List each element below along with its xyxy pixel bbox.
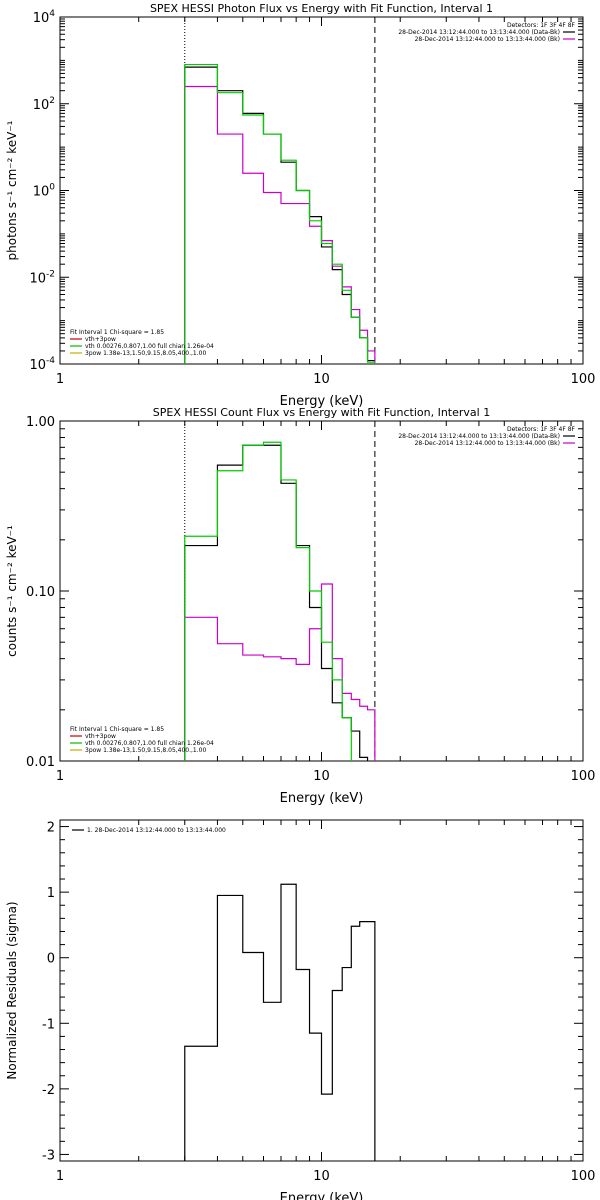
fit-legend-header: Fit Interval 1 Chi-square = 1.85: [70, 726, 164, 733]
fit-legend-entry: vth 0.00276,0.807,1.00 full chian 1.26e-…: [85, 740, 214, 747]
legend-entry: 28-Dec-2014 13:12:44.000 to 13:13:44.000…: [398, 433, 560, 440]
y-axis-label: Normalized Residuals (sigma): [5, 901, 19, 1079]
x-tick-label: 10: [313, 1169, 330, 1184]
fit-legend-entry: vth 0.00276,0.807,1.00 full chian 1.26e-…: [85, 343, 214, 350]
legend-entry: 28-Dec-2014 13:12:44.000 to 13:13:44.000…: [398, 29, 560, 36]
y-tick-label: 0: [47, 952, 55, 967]
y-tick-label: -2: [42, 1083, 55, 1098]
fit-legend-entry: 3pow 1.38e-13,1.50,9.15,8.05,400.,1.00: [85, 747, 206, 754]
panel-3: 1 10 100 Energy (keV) -3 -2 -1 0 1 2 Normalized Re…: [5, 819, 596, 1200]
y-tick-label: 0.10: [26, 585, 55, 600]
fit-legend-entry: vth+3pow: [85, 336, 116, 343]
series-line-1: [184, 66, 376, 364]
legend-header: Detectors: 1F 3F 4F 8F: [507, 426, 576, 433]
series-line-1: [184, 883, 376, 1161]
x-axis-label: Energy (keV): [280, 791, 364, 806]
x-tick-label: 10: [313, 769, 330, 784]
plot-frame: [59, 16, 584, 365]
y-axis-label: counts s⁻¹ cm⁻² keV⁻¹: [5, 525, 19, 657]
series-line-2: [184, 85, 376, 364]
x-tick-label: 100: [571, 1169, 596, 1184]
x-axis-label: Energy (keV): [280, 394, 364, 409]
y-tick-label: -1: [42, 1017, 55, 1032]
panel-1: SPEX HESSI Photon Flux vs Energy with Fi…: [5, 2, 595, 409]
series-line-1: [184, 444, 376, 761]
fit-legend-entry: 3pow 1.38e-13,1.50,9.15,8.05,400.,1.00: [85, 350, 206, 357]
series-line-3: [184, 63, 376, 364]
y-tick-label: 10-4: [29, 356, 55, 373]
legend-header: Detectors: 1F 3F 4F 8F: [507, 22, 576, 29]
chart-title: SPEX HESSI Count Flux vs Energy with Fit…: [153, 406, 490, 419]
legend-entry: 28-Dec-2014 13:12:44.000 to 13:13:44.000…: [415, 36, 560, 43]
legend-entry: 1. 28-Dec-2014 13:12:44.000 to 13:13:44.…: [87, 827, 226, 834]
y-axis-label: photons s⁻¹ cm⁻² keV⁻¹: [5, 120, 19, 260]
legend-entry: 28-Dec-2014 13:12:44.000 to 13:13:44.000…: [415, 440, 560, 447]
x-tick-label: 100: [571, 372, 596, 387]
y-tick-label: 1.00: [26, 415, 55, 430]
x-axis-label: Energy (keV): [280, 1191, 364, 1200]
fit-legend-header: Fit Interval 1 Chi-square = 1.85: [70, 329, 164, 336]
x-tick-label: 1: [56, 1169, 64, 1184]
y-tick-label: 102: [33, 96, 55, 113]
y-tick-label: -3: [42, 1148, 55, 1163]
x-tick-label: 1: [56, 372, 64, 387]
y-tick-label: 0.01: [26, 755, 55, 770]
plot-frame: [59, 819, 584, 1162]
y-tick-label: 2: [47, 821, 55, 836]
y-tick-label: 104: [33, 9, 56, 26]
panel-2: SPEX HESSI Count Flux vs Energy with Fit…: [5, 406, 596, 806]
chart-title: SPEX HESSI Photon Flux vs Energy with Fi…: [150, 2, 493, 15]
x-tick-label: 10: [313, 372, 330, 387]
y-tick-label: 10-2: [29, 269, 55, 286]
fit-legend-entry: vth+3pow: [85, 733, 116, 740]
plot-frame: [59, 420, 584, 762]
x-tick-label: 100: [571, 769, 596, 784]
x-tick-label: 1: [56, 769, 64, 784]
y-tick-label: 100: [33, 183, 56, 200]
y-tick-label: 1: [47, 886, 55, 901]
series-line-3: [184, 441, 376, 761]
series-line-2: [184, 583, 376, 761]
